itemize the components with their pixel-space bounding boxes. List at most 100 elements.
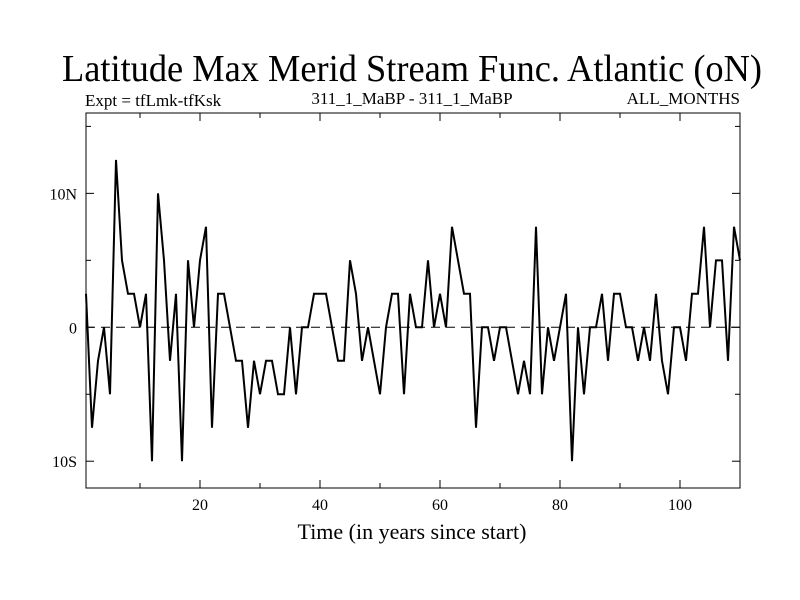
data-point <box>97 360 99 362</box>
data-point <box>409 293 411 295</box>
data-point <box>511 360 513 362</box>
y-tick-label: 0 <box>69 320 77 337</box>
data-point <box>289 326 291 328</box>
data-point <box>397 293 399 295</box>
data-point <box>649 360 651 362</box>
y-tick-label: 10S <box>52 454 77 471</box>
data-point <box>103 326 105 328</box>
x-tick-label: 80 <box>552 497 568 514</box>
data-point <box>451 226 453 228</box>
data-point <box>463 293 465 295</box>
data-point <box>259 393 261 395</box>
data-point <box>343 360 345 362</box>
data-point <box>457 259 459 261</box>
data-point <box>217 293 219 295</box>
data-point <box>487 326 489 328</box>
data-point <box>727 360 729 362</box>
data-point <box>235 360 237 362</box>
data-point <box>655 293 657 295</box>
data-point <box>679 326 681 328</box>
data-point <box>265 360 267 362</box>
data-point <box>337 360 339 362</box>
data-point <box>331 326 333 328</box>
data-point <box>199 259 201 261</box>
data-point <box>685 360 687 362</box>
data-point <box>145 293 147 295</box>
run-label: 311_1_MaBP - 311_1_MaBP <box>311 89 512 108</box>
data-point <box>475 427 477 429</box>
data-point <box>151 460 153 462</box>
data-point <box>493 360 495 362</box>
axis-ticks <box>86 113 741 488</box>
data-point <box>445 326 447 328</box>
data-point <box>715 259 717 261</box>
data-point <box>529 393 531 395</box>
data-point <box>181 460 183 462</box>
y-tick-labels: 10S 0 10N <box>49 186 77 471</box>
data-point <box>133 293 135 295</box>
chart-title: Latitude Max Merid Stream Func. Atlantic… <box>62 48 762 90</box>
data-point <box>205 226 207 228</box>
data-point <box>433 326 435 328</box>
data-point <box>637 360 639 362</box>
data-point <box>115 159 117 161</box>
data-point <box>733 226 735 228</box>
data-point <box>385 326 387 328</box>
data-point <box>361 360 363 362</box>
data-point <box>139 326 141 328</box>
data-point <box>157 192 159 194</box>
data-point <box>373 360 375 362</box>
data-point <box>481 326 483 328</box>
x-axis-label: Time (in years since start) <box>298 519 527 544</box>
data-point <box>721 259 723 261</box>
data-point <box>607 360 609 362</box>
data-point <box>91 427 93 429</box>
data-point <box>709 326 711 328</box>
data-point <box>163 259 165 261</box>
data-point <box>673 326 675 328</box>
data-series-line <box>85 159 741 462</box>
data-point <box>241 360 243 362</box>
data-point <box>319 293 321 295</box>
data-point <box>421 326 423 328</box>
data-point <box>307 326 309 328</box>
data-point <box>229 326 231 328</box>
data-point <box>589 326 591 328</box>
data-point <box>121 259 123 261</box>
data-point <box>535 226 537 228</box>
data-point <box>187 259 189 261</box>
data-point <box>517 393 519 395</box>
data-point <box>301 326 303 328</box>
data-point <box>523 360 525 362</box>
data-point <box>193 326 195 328</box>
data-point <box>175 293 177 295</box>
data-point <box>697 293 699 295</box>
data-point <box>277 393 279 395</box>
data-point <box>601 293 603 295</box>
data-point <box>571 460 573 462</box>
data-point <box>583 393 585 395</box>
data-point <box>253 360 255 362</box>
data-point <box>661 360 663 362</box>
data-point <box>379 393 381 395</box>
data-point <box>667 393 669 395</box>
data-point <box>283 393 285 395</box>
data-point <box>325 293 327 295</box>
data-point <box>499 326 501 328</box>
data-point <box>541 393 543 395</box>
data-point <box>577 326 579 328</box>
data-point <box>547 326 549 328</box>
data-point <box>631 326 633 328</box>
data-point <box>313 293 315 295</box>
x-tick-label: 100 <box>668 497 692 514</box>
data-point <box>643 326 645 328</box>
data-point <box>367 326 369 328</box>
x-tick-label: 60 <box>432 497 448 514</box>
data-point <box>703 226 705 228</box>
data-point <box>223 293 225 295</box>
x-tick-label: 20 <box>192 497 208 514</box>
plot-frame <box>85 112 741 489</box>
data-point <box>271 360 273 362</box>
data-point <box>469 293 471 295</box>
data-point <box>85 293 87 295</box>
